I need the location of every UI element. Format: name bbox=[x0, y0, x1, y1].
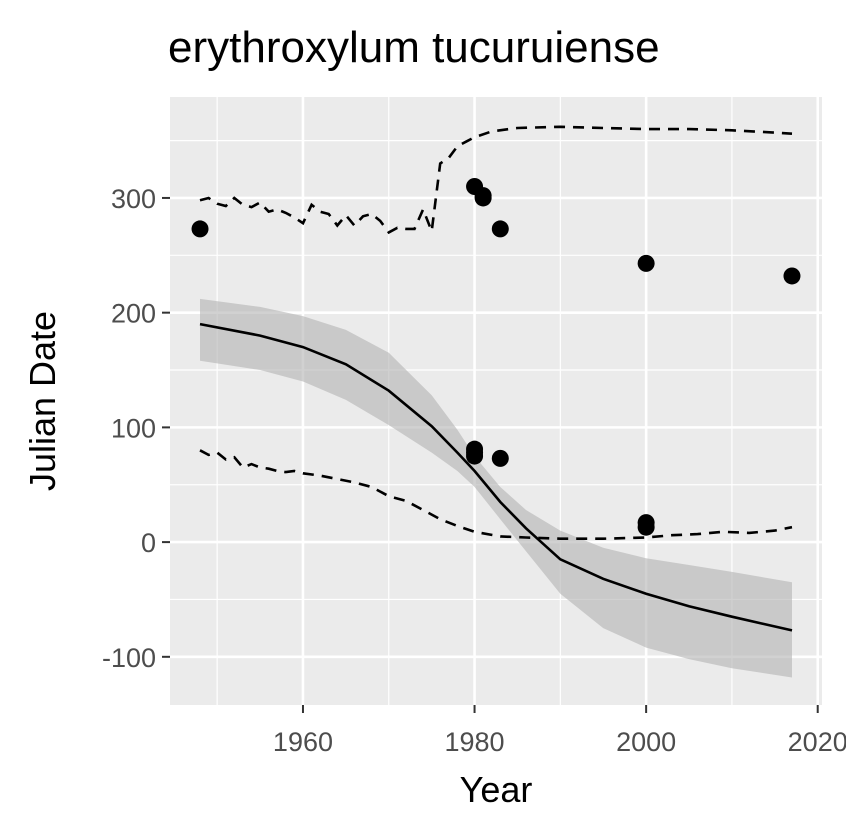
x-tick-label: 1960 bbox=[273, 727, 333, 757]
y-axis-ticks: -100 0 100 200 300 bbox=[102, 184, 170, 673]
y-tick-label: 100 bbox=[111, 413, 156, 443]
x-axis-title: Year bbox=[460, 769, 533, 810]
data-point bbox=[466, 447, 484, 465]
data-point bbox=[474, 189, 492, 207]
grid-major bbox=[170, 97, 822, 705]
y-tick-label: 300 bbox=[111, 184, 156, 214]
y-tick-label: 200 bbox=[111, 299, 156, 329]
chart-title: erythroxylum tucuruiense bbox=[168, 23, 660, 72]
confidence-band bbox=[200, 298, 792, 678]
data-point bbox=[783, 267, 801, 285]
x-tick-label: 1980 bbox=[445, 727, 505, 757]
x-tick-label: 2000 bbox=[616, 727, 676, 757]
data-point bbox=[491, 449, 509, 467]
x-tick-label: 2020 bbox=[788, 727, 846, 757]
y-axis-title: Julian Date bbox=[22, 311, 63, 491]
data-point bbox=[637, 254, 655, 272]
trend-line bbox=[199, 322, 793, 632]
upper-bound-line bbox=[199, 125, 793, 235]
data-point bbox=[191, 220, 209, 238]
data-points bbox=[191, 177, 801, 536]
x-axis-ticks: 1960 1980 2000 2020 bbox=[273, 705, 846, 757]
y-tick-label: -100 bbox=[102, 643, 156, 673]
y-tick-label: 0 bbox=[141, 528, 156, 558]
data-point bbox=[491, 220, 509, 238]
data-point bbox=[637, 518, 655, 536]
lower-bound-line bbox=[199, 449, 793, 540]
